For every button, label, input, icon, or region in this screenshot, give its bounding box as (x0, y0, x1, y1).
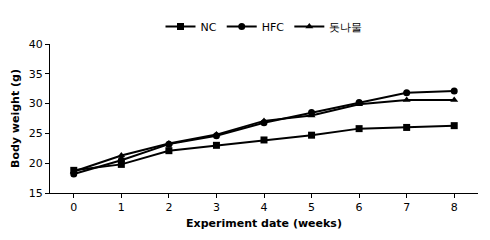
svg-text:5: 5 (308, 201, 315, 214)
svg-text:NC: NC (201, 21, 217, 34)
svg-text:40: 40 (29, 38, 43, 51)
svg-text:6: 6 (356, 201, 363, 214)
svg-text:15: 15 (29, 187, 43, 200)
svg-text:돗나물: 돗나물 (329, 21, 362, 34)
svg-text:7: 7 (403, 201, 410, 214)
svg-text:20: 20 (29, 157, 43, 170)
svg-text:0: 0 (70, 201, 77, 214)
svg-text:4: 4 (261, 201, 268, 214)
svg-text:1: 1 (118, 201, 125, 214)
svg-text:Experiment date (weeks): Experiment date (weeks) (186, 217, 342, 230)
svg-text:HFC: HFC (262, 21, 285, 34)
svg-text:30: 30 (29, 97, 43, 110)
svg-text:8: 8 (451, 201, 458, 214)
svg-text:25: 25 (29, 127, 43, 140)
svg-text:Body weight (g): Body weight (g) (9, 69, 22, 168)
svg-text:3: 3 (213, 201, 220, 214)
svg-text:35: 35 (29, 68, 43, 81)
svg-text:2: 2 (165, 201, 172, 214)
